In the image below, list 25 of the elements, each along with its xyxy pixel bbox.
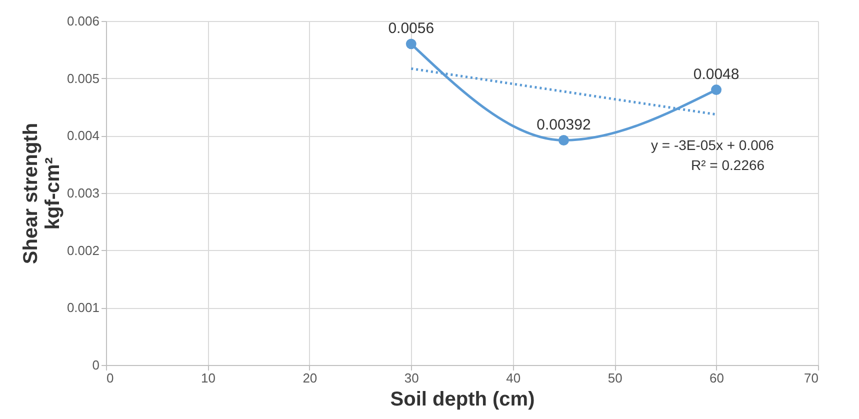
data-label: 0.0048 — [693, 66, 740, 83]
x-tick-label: 40 — [506, 370, 521, 386]
x-tick-label: 10 — [200, 370, 216, 386]
point — [711, 84, 722, 96]
annotation: R² = 0.2266 — [691, 157, 765, 173]
x-tick-label: 60 — [710, 370, 724, 386]
annotation: y = -3E-05x + 0.006 — [651, 137, 774, 153]
y-tick-label: 0.003 — [66, 186, 100, 200]
x-axis-title: Soil depth (cm) — [390, 388, 535, 410]
y-tick-label: 0.004 — [66, 128, 100, 144]
y-tick-label: 0.005 — [66, 70, 100, 86]
data-label: 0.0056 — [388, 20, 434, 37]
data-label: 0.00392 — [536, 116, 591, 134]
x-tick-label: 70 — [804, 370, 818, 386]
y-axis-title: Shear strength kgf-cm² — [20, 122, 64, 264]
x-tick-label: 30 — [404, 370, 419, 386]
point — [558, 135, 569, 146]
point — [406, 38, 416, 50]
y-tick-label: 0.006 — [66, 14, 100, 28]
y-tick-label: 0.001 — [66, 300, 100, 316]
x-tick-label: 0 — [106, 370, 114, 386]
y-tick-label: 0 — [92, 358, 100, 372]
y-tick-label: 0.002 — [66, 242, 100, 258]
x-tick-label: 20 — [302, 370, 318, 386]
x-tick-label: 50 — [608, 370, 622, 386]
